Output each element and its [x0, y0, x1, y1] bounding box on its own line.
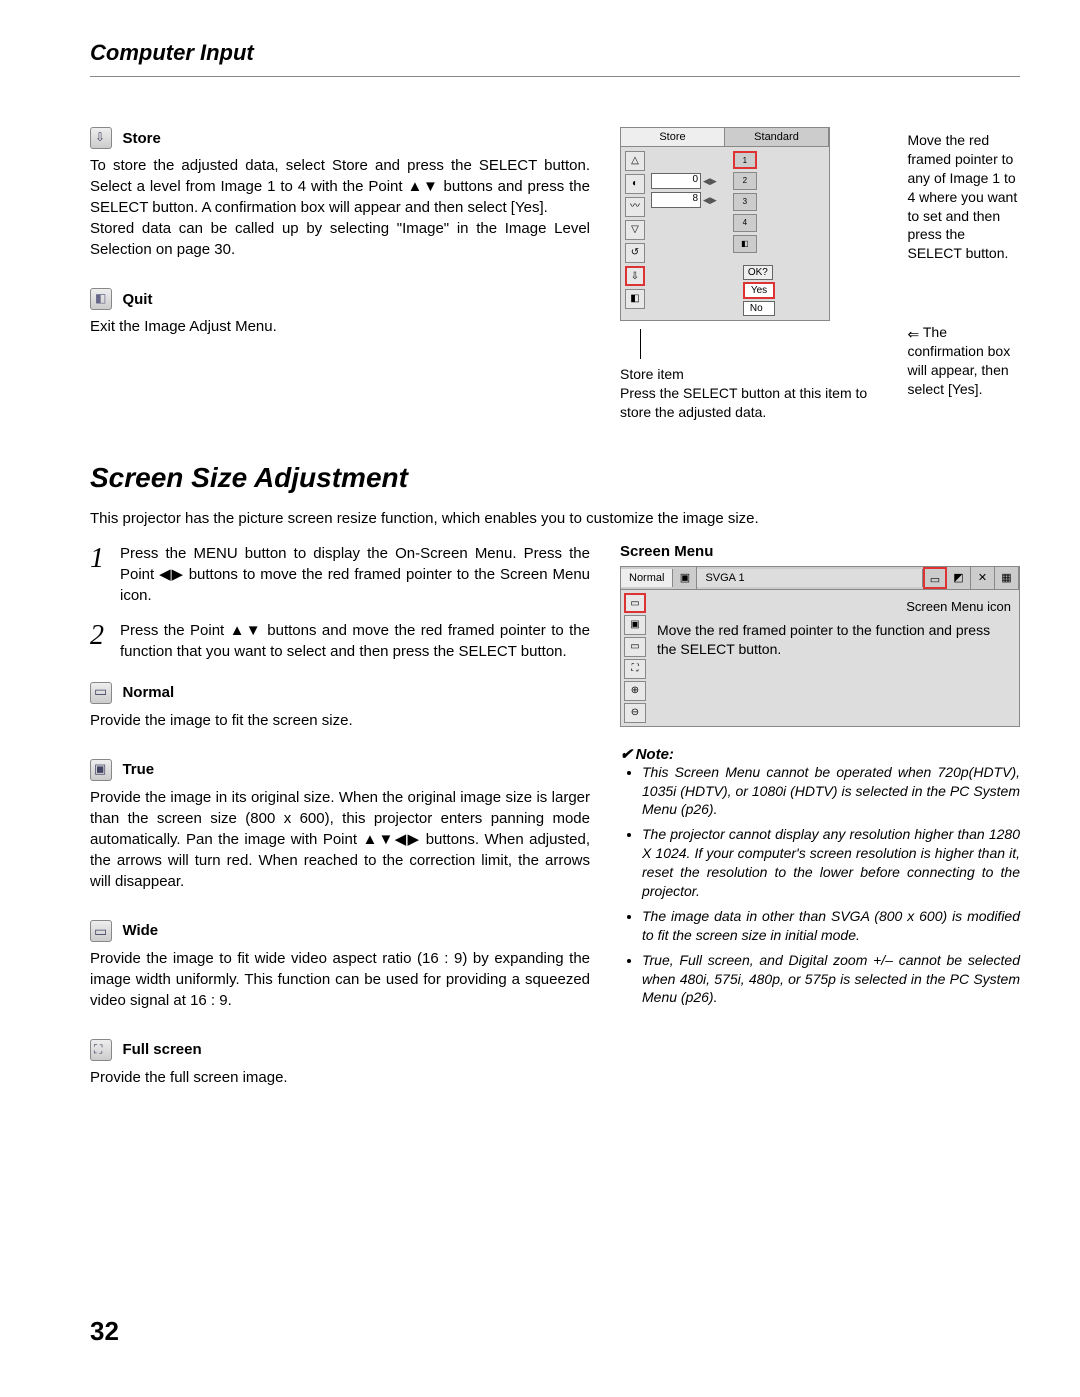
screen-normal-icon: ▭: [624, 593, 646, 613]
quit-title: Quit: [122, 291, 152, 308]
arrow-pair-2: ◀▶: [703, 195, 717, 206]
store-menu-screenshot: Store Standard △ ◐ 〰 ▽ ↺ ⇩ ◧: [620, 127, 830, 321]
wide-icon: [90, 920, 112, 942]
callout-confirmation: ⇐ The confirmation box will appear, then…: [907, 323, 1020, 399]
intro-text: This projector has the picture screen re…: [90, 510, 1020, 527]
fullscreen-title: Full screen: [122, 1041, 201, 1058]
normal-text: Provide the image to fit the screen size…: [90, 710, 590, 731]
screen-icon-note: Screen Menu icon: [657, 598, 1011, 616]
image-opt-2: 2: [733, 172, 757, 190]
step-2: 2 Press the Point ▲▼ buttons and move th…: [90, 620, 590, 662]
step-2-num: 2: [90, 620, 120, 662]
arrow-left-icon: ⇐: [907, 325, 919, 344]
quit-icon: [90, 288, 112, 310]
step-2-text: Press the Point ▲▼ buttons and move the …: [120, 620, 590, 662]
screen-body-note: Move the red framed pointer to the funct…: [657, 621, 1011, 659]
menu-icon-1: ▣: [673, 567, 697, 589]
screen-zoomout-icon: ⊖: [624, 703, 646, 723]
note-4: True, Full screen, and Digital zoom +/– …: [642, 951, 1020, 1008]
normal-icon: [90, 682, 112, 704]
store-tab: Store: [621, 128, 725, 146]
menu-icon-3: ✕: [971, 567, 995, 589]
reset-icon: ↺: [625, 243, 645, 263]
true-icon: [90, 759, 112, 781]
true-title: True: [122, 761, 154, 778]
menu-icon-2: ◩: [947, 567, 971, 589]
wide-title: Wide: [122, 922, 158, 939]
standard-tab: Standard: [725, 128, 829, 146]
value-1: 0: [651, 173, 701, 189]
fullscreen-section: Full screen Provide the full screen imag…: [90, 1039, 590, 1088]
screen-true-icon: ▣: [624, 615, 646, 635]
screen-menu-screenshot: Normal ▣ SVGA 1 ▭ ◩ ✕ ▦ ▭ ▣ ▭ ⛶ ⊕ ⊖ Scre…: [620, 566, 1020, 727]
wide-section: Wide Provide the image to fit wide video…: [90, 920, 590, 1011]
menu-icon-4: ▦: [995, 567, 1019, 589]
true-section: True Provide the image in its original s…: [90, 759, 590, 892]
step-1: 1 Press the MENU button to display the O…: [90, 543, 590, 606]
wide-text: Provide the image to fit wide video aspe…: [90, 948, 590, 1011]
divider: [90, 76, 1020, 77]
step-1-num: 1: [90, 543, 120, 606]
note-1: This Screen Menu cannot be operated when…: [642, 763, 1020, 820]
store-text: To store the adjusted data, select Store…: [90, 155, 590, 260]
callout-line: [640, 329, 899, 359]
nav-down-icon: ▽: [625, 220, 645, 240]
store-section: Store To store the adjusted data, select…: [90, 127, 590, 260]
page-number: 32: [90, 1316, 119, 1347]
quit-item-icon: ◧: [625, 289, 645, 309]
note-2: The projector cannot display any resolut…: [642, 825, 1020, 901]
screen-full-icon: ⛶: [624, 659, 646, 679]
image-opt-quit: ◧: [733, 235, 757, 253]
image-opt-3: 3: [733, 193, 757, 211]
fullscreen-text: Provide the full screen image.: [90, 1067, 590, 1088]
step-1-text: Press the MENU button to display the On-…: [120, 543, 590, 606]
note-header: Note:: [620, 745, 1020, 763]
image-opt-4: 4: [733, 214, 757, 232]
menu-svga-cell: SVGA 1: [697, 569, 923, 587]
screen-menu-label: Screen Menu: [620, 543, 1020, 560]
value-2: 8: [651, 192, 701, 208]
ok-label: OK?: [743, 265, 773, 280]
note-block: Note: This Screen Menu cannot be operate…: [620, 745, 1020, 1008]
screen-menu-icon: ▭: [923, 567, 947, 589]
adj-icon-2: 〰: [625, 197, 645, 217]
normal-title: Normal: [122, 684, 174, 701]
menu-normal-cell: Normal: [621, 569, 673, 587]
fullscreen-icon: [90, 1039, 112, 1061]
store-title: Store: [122, 130, 160, 147]
quit-text: Exit the Image Adjust Menu.: [90, 316, 590, 337]
page-header: Computer Input: [90, 40, 1020, 66]
arrow-pair-1: ◀▶: [703, 176, 717, 187]
screen-wide-icon: ▭: [624, 637, 646, 657]
store-icon: [90, 127, 112, 149]
note-3: The image data in other than SVGA (800 x…: [642, 907, 1020, 945]
screen-zoomin-icon: ⊕: [624, 681, 646, 701]
callout-image-pointer: Move the red framed pointer to any of Im…: [907, 131, 1020, 263]
no-button: No: [743, 301, 775, 316]
true-text: Provide the image in its original size. …: [90, 787, 590, 892]
image-opt-1: 1: [733, 151, 757, 169]
store-item-icon: ⇩: [625, 266, 645, 286]
nav-up-icon: △: [625, 151, 645, 171]
adj-icon-1: ◐: [625, 174, 645, 194]
normal-section: Normal Provide the image to fit the scre…: [90, 682, 590, 731]
quit-section: Quit Exit the Image Adjust Menu.: [90, 288, 590, 337]
section-title: Screen Size Adjustment: [90, 462, 1020, 494]
store-item-callout: Store item Press the SELECT button at th…: [620, 365, 899, 422]
yes-button: Yes: [743, 282, 775, 299]
